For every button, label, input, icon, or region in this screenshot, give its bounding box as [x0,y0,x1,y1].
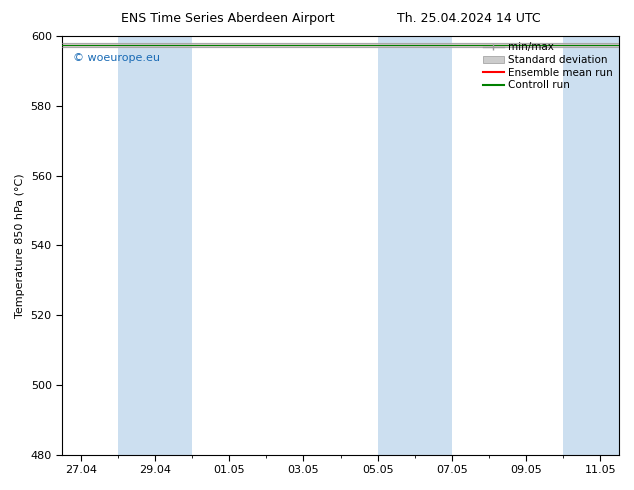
Legend: min/max, Standard deviation, Ensemble mean run, Controll run: min/max, Standard deviation, Ensemble me… [480,39,616,93]
Bar [118,36,192,455]
Text: © woeurope.eu: © woeurope.eu [74,53,160,63]
Text: Th. 25.04.2024 14 UTC: Th. 25.04.2024 14 UTC [398,12,541,25]
Bar [378,36,452,455]
Text: ENS Time Series Aberdeen Airport: ENS Time Series Aberdeen Airport [122,12,335,25]
Y-axis label: Temperature 850 hPa (°C): Temperature 850 hPa (°C) [15,173,25,318]
Bar [564,36,619,455]
